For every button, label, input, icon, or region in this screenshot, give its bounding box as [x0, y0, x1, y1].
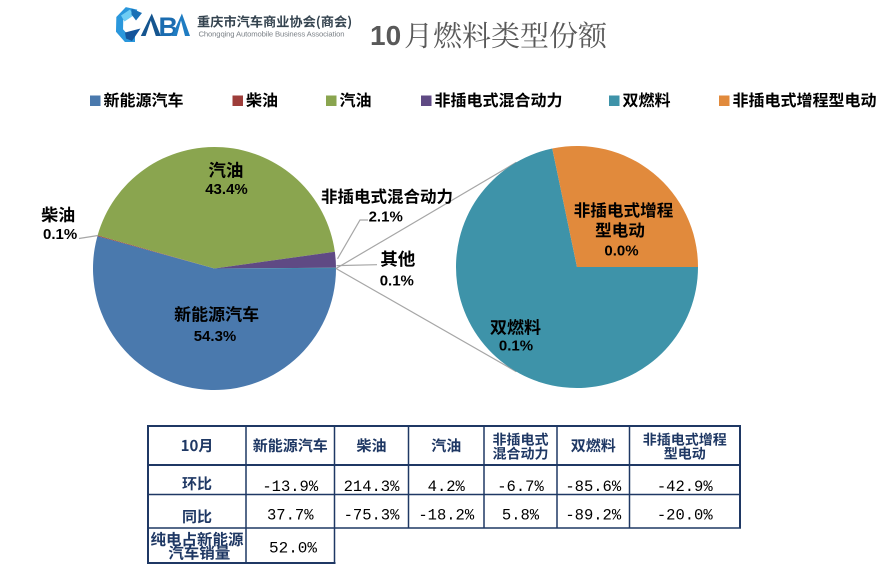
svg-text:37.7%: 37.7%: [267, 507, 314, 525]
svg-text:4.2%: 4.2%: [428, 478, 466, 496]
svg-text:B: B: [159, 12, 179, 42]
svg-text:0.1%: 0.1%: [499, 338, 533, 355]
svg-text:-42.9%: -42.9%: [657, 478, 714, 496]
svg-text:Chongqing Automobile Business: Chongqing Automobile Business Associatio…: [199, 30, 345, 39]
svg-text:0.0%: 0.0%: [604, 243, 638, 260]
svg-text:43.4%: 43.4%: [205, 181, 248, 198]
svg-text:-89.2%: -89.2%: [565, 507, 622, 525]
svg-text:2.1%: 2.1%: [369, 209, 403, 226]
svg-text:0.1%: 0.1%: [380, 273, 414, 290]
svg-text:-13.9%: -13.9%: [262, 478, 319, 496]
svg-text:-75.3%: -75.3%: [344, 507, 401, 525]
svg-text:52.0%: 52.0%: [269, 540, 317, 558]
svg-text:-20.0%: -20.0%: [657, 507, 714, 525]
svg-text:54.3%: 54.3%: [194, 328, 237, 345]
svg-text:-18.2%: -18.2%: [418, 507, 475, 525]
svg-text:214.3%: 214.3%: [344, 478, 401, 496]
svg-text:0.1%: 0.1%: [43, 226, 77, 243]
svg-text:10: 10: [370, 20, 401, 51]
svg-text:-6.7%: -6.7%: [497, 478, 544, 496]
svg-text:-85.6%: -85.6%: [565, 478, 622, 496]
svg-text:5.8%: 5.8%: [502, 507, 540, 525]
